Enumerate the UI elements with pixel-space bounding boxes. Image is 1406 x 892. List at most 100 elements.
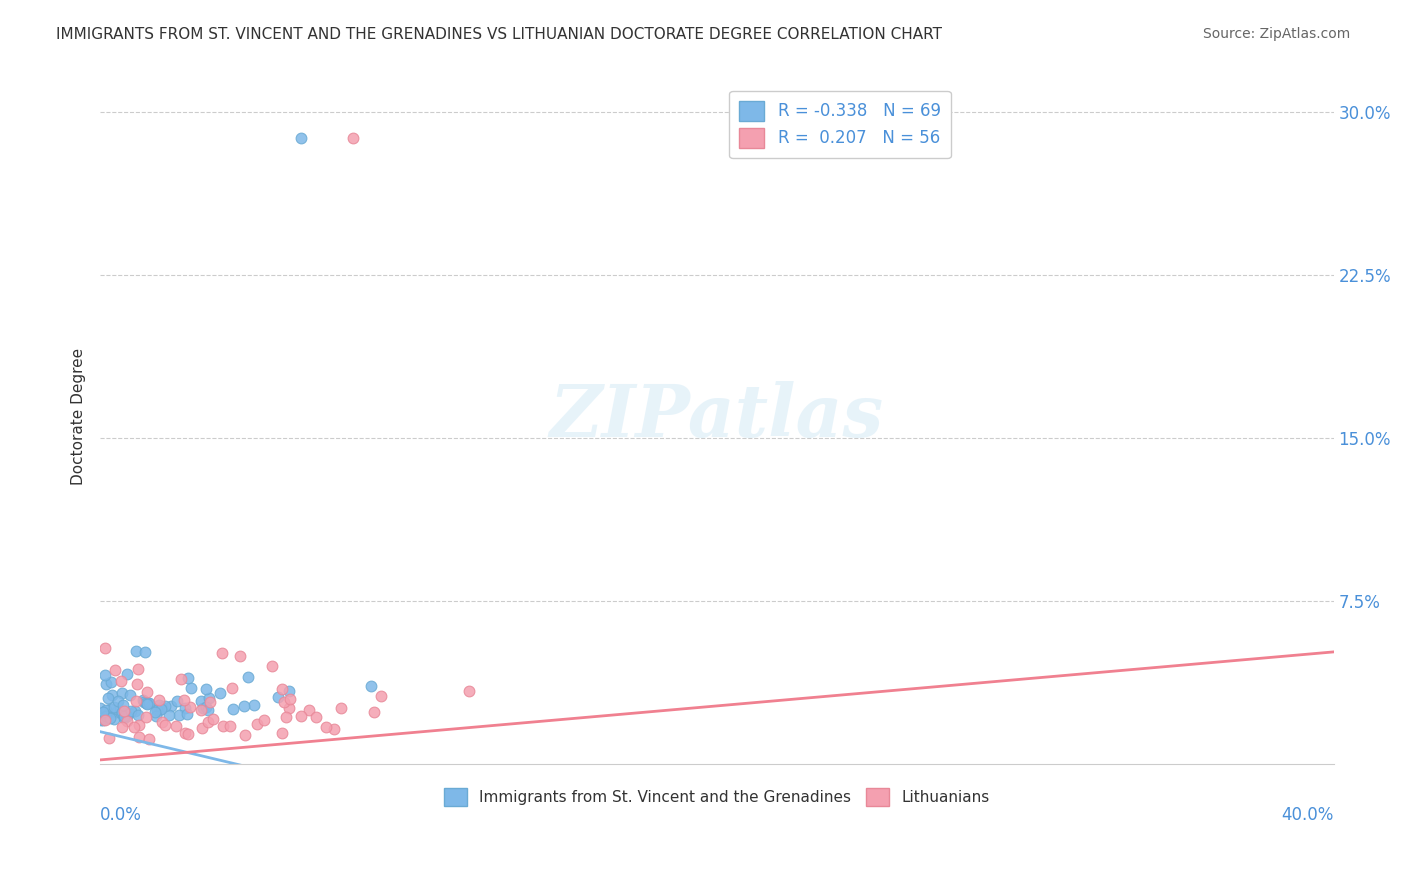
Point	[157, 707, 180, 722]
Point	[112, 704, 135, 718]
Point	[91, 705, 114, 719]
Point	[197, 702, 219, 716]
Point	[117, 667, 139, 681]
Point	[97, 691, 120, 706]
Point	[271, 681, 294, 696]
Point	[170, 673, 193, 687]
Point	[97, 731, 120, 745]
Point	[329, 700, 352, 714]
Point	[100, 688, 122, 702]
Point	[360, 679, 382, 693]
Point	[148, 703, 170, 717]
Point	[89, 701, 111, 715]
Point	[127, 662, 149, 676]
Point	[298, 703, 321, 717]
Point	[222, 702, 245, 716]
Point	[273, 695, 295, 709]
Legend: Immigrants from St. Vincent and the Grenadines, Lithuanians: Immigrants from St. Vincent and the Gren…	[437, 781, 995, 813]
Point	[125, 694, 148, 708]
Point	[93, 640, 115, 655]
Point	[112, 708, 135, 723]
Point	[233, 728, 256, 742]
Point	[305, 709, 328, 723]
Point	[290, 131, 312, 145]
Point	[98, 702, 121, 716]
Point	[136, 697, 159, 711]
Point	[128, 718, 150, 732]
Text: Source: ZipAtlas.com: Source: ZipAtlas.com	[1202, 27, 1350, 41]
Point	[110, 673, 132, 688]
Point	[118, 688, 141, 702]
Point	[177, 727, 200, 741]
Point	[197, 714, 219, 729]
Point	[191, 721, 214, 735]
Point	[150, 714, 173, 729]
Point	[103, 712, 125, 726]
Point	[177, 671, 200, 685]
Point	[94, 668, 117, 682]
Point	[270, 726, 292, 740]
Point	[260, 659, 283, 673]
Point	[104, 706, 127, 720]
Point	[278, 684, 301, 698]
Point	[153, 717, 176, 731]
Point	[124, 704, 146, 718]
Point	[125, 677, 148, 691]
Point	[153, 699, 176, 714]
Point	[167, 707, 190, 722]
Point	[180, 681, 202, 696]
Point	[134, 645, 156, 659]
Point	[176, 706, 198, 721]
Text: IMMIGRANTS FROM ST. VINCENT AND THE GRENADINES VS LITHUANIAN DOCTORATE DEGREE CO: IMMIGRANTS FROM ST. VINCENT AND THE GREN…	[56, 27, 942, 42]
Point	[145, 709, 167, 723]
Point	[107, 694, 129, 708]
Point	[91, 713, 114, 727]
Point	[96, 709, 118, 723]
Point	[143, 706, 166, 720]
Point	[166, 694, 188, 708]
Point	[208, 686, 231, 700]
Point	[127, 708, 149, 723]
Point	[138, 696, 160, 710]
Point	[194, 700, 217, 714]
Point	[111, 698, 134, 712]
Text: 40.0%: 40.0%	[1281, 806, 1333, 824]
Point	[115, 709, 138, 723]
Point	[90, 713, 112, 727]
Point	[160, 699, 183, 714]
Text: 0.0%: 0.0%	[100, 806, 142, 824]
Point	[174, 726, 197, 740]
Point	[252, 713, 274, 727]
Text: ZIPatlas: ZIPatlas	[550, 381, 884, 452]
Point	[128, 730, 150, 744]
Point	[236, 670, 259, 684]
Point	[278, 691, 301, 706]
Point	[190, 694, 212, 708]
Point	[173, 693, 195, 707]
Point	[245, 717, 267, 731]
Point	[122, 720, 145, 734]
Point	[370, 690, 392, 704]
Point	[100, 675, 122, 690]
Point	[125, 644, 148, 658]
Point	[98, 711, 121, 725]
Point	[277, 700, 299, 714]
Point	[149, 702, 172, 716]
Point	[219, 719, 242, 733]
Point	[93, 713, 115, 727]
Point	[315, 720, 337, 734]
Point	[458, 684, 481, 698]
Point	[150, 699, 173, 714]
Point	[179, 700, 201, 714]
Point	[111, 705, 134, 719]
Point	[290, 708, 312, 723]
Point	[103, 700, 125, 714]
Point	[138, 696, 160, 710]
Point	[118, 706, 141, 720]
Point	[232, 698, 254, 713]
Point	[229, 649, 252, 664]
Point	[193, 701, 215, 715]
Point	[131, 693, 153, 707]
Point	[138, 732, 160, 747]
Point	[190, 703, 212, 717]
